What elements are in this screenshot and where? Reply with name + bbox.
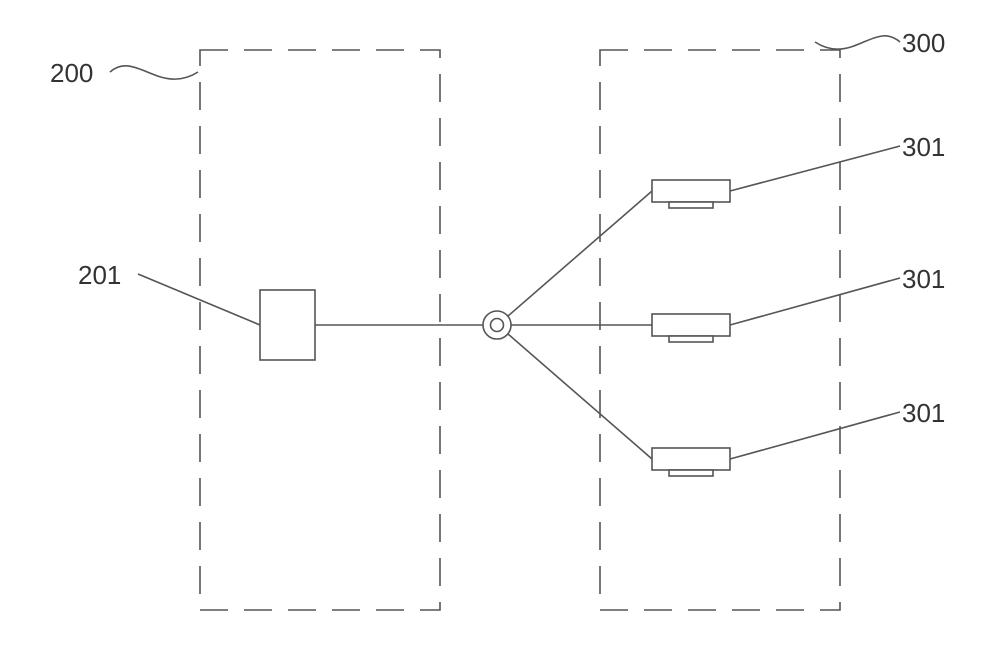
enclosure-200 [200, 50, 440, 610]
device-301-foot [669, 470, 713, 476]
ref-label-200: 200 [50, 58, 93, 89]
ref-label-201: 201 [78, 260, 121, 291]
label-leader [730, 278, 900, 325]
hub-inner [491, 319, 504, 332]
device-301-foot [669, 202, 713, 208]
wire [508, 334, 652, 459]
ref-label-301: 301 [902, 132, 945, 163]
squiggle-leader [110, 66, 198, 79]
wire [508, 191, 652, 316]
device-301-body [652, 448, 730, 470]
label-leader [730, 146, 900, 191]
diagram-svg [0, 0, 1000, 667]
label-leader [138, 274, 260, 325]
device-301-foot [669, 336, 713, 342]
device-301-body [652, 314, 730, 336]
ref-label-301: 301 [902, 264, 945, 295]
block-201 [260, 290, 315, 360]
device-301-body [652, 180, 730, 202]
diagram-stage: 200 300 201 301 301 301 [0, 0, 1000, 667]
label-leader [730, 412, 900, 459]
ref-label-300: 300 [902, 28, 945, 59]
squiggle-leader [815, 36, 900, 49]
ref-label-301: 301 [902, 398, 945, 429]
